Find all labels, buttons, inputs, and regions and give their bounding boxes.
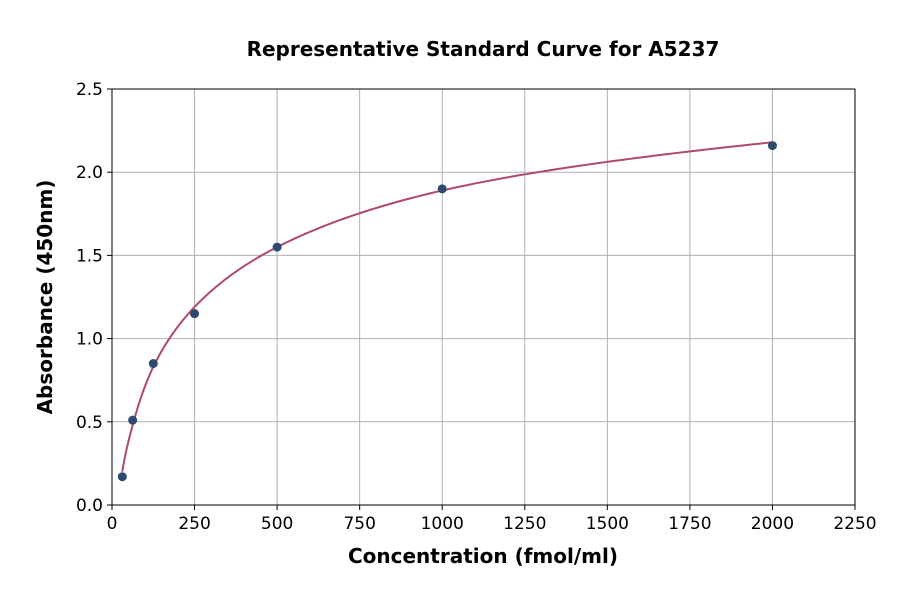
data-point [117,472,127,482]
data-points-group [117,141,777,482]
x-tick-label: 2000 [751,514,794,534]
x-tick-label: 2250 [833,514,876,534]
data-point [437,184,447,194]
x-tick-label: 500 [261,514,293,534]
data-point [190,309,200,319]
x-tick-label: 750 [343,514,375,534]
x-tick-label: 0 [107,514,118,534]
plot-frame [111,88,856,506]
x-tick-label: 1250 [503,514,546,534]
data-point [767,141,777,151]
grid-lines [111,88,856,506]
x-tick-label: 1000 [421,514,464,534]
y-tick-label: 2.0 [76,163,103,183]
y-axis-ticks: 0.0 0.5 1.0 1.5 2.0 2.5 [76,80,112,516]
data-point [128,415,138,425]
y-tick-label: 0.0 [76,496,103,516]
y-tick-label: 2.5 [76,80,103,100]
data-point [272,242,282,252]
y-tick-label: 1.5 [76,246,103,266]
y-axis-label: Absorbance (450nm) [33,180,57,415]
x-tick-label: 250 [178,514,210,534]
data-point [148,359,158,369]
x-tick-label: 1500 [586,514,629,534]
x-axis-ticks: 0 250 500 750 1000 1250 1500 1750 2000 2250 [107,505,877,534]
chart-title: Representative Standard Curve for A5237 [247,37,720,61]
y-tick-label: 0.5 [76,413,103,433]
x-tick-label: 1750 [668,514,711,534]
x-axis-label: Concentration (fmol/ml) [348,544,618,568]
y-tick-label: 1.0 [76,330,103,350]
